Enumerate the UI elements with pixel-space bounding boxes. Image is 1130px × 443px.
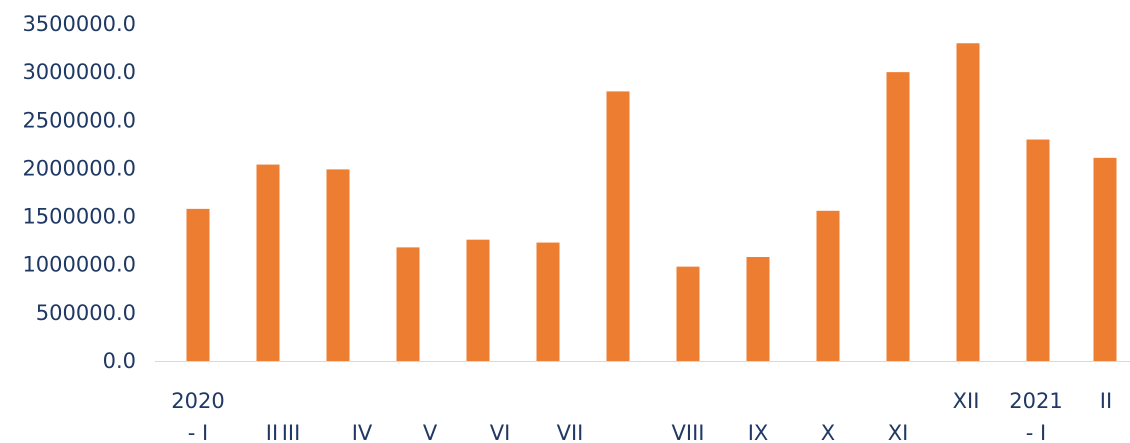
- x-category-label: III: [282, 421, 301, 443]
- y-tick-label: 1500000.0: [22, 205, 136, 229]
- y-tick-label: 0.0: [103, 349, 136, 373]
- y-tick-label: 1000000.0: [22, 253, 136, 277]
- bar: [676, 266, 700, 361]
- x-category-label: VIII: [672, 421, 705, 443]
- bar: [256, 164, 280, 361]
- x-category-label: II: [266, 421, 278, 443]
- x-category-label: IX: [748, 421, 769, 443]
- y-axis-tick-labels: 0.0 500000.0 1000000.0 1500000.0 2000000.0 25…: [22, 12, 136, 373]
- x-category-label: VII: [557, 421, 584, 443]
- x-category-label: 2021: [1009, 389, 1062, 413]
- x-category-label: IV: [352, 421, 373, 443]
- bar: [1093, 157, 1117, 361]
- y-tick-label: 500000.0: [36, 301, 136, 325]
- x-category-label: V: [423, 421, 438, 443]
- bar: [186, 208, 210, 361]
- bar: [396, 247, 420, 361]
- x-category-label: XII: [953, 389, 980, 413]
- x-category-label: II: [1100, 389, 1112, 413]
- bar: [956, 43, 980, 361]
- x-category-label: - I: [1026, 421, 1046, 443]
- x-category-label: XI: [888, 421, 909, 443]
- y-tick-label: 2000000.0: [22, 156, 136, 180]
- bars: [186, 43, 1117, 362]
- x-category-label: VI: [490, 421, 511, 443]
- bar: [816, 210, 840, 361]
- y-tick-label: 3000000.0: [22, 60, 136, 84]
- bar: [326, 169, 350, 361]
- bar: [536, 242, 560, 361]
- bar: [606, 91, 630, 362]
- y-tick-label: 3500000.0: [22, 12, 136, 36]
- bar: [886, 72, 910, 362]
- x-category-label: 2020: [171, 389, 224, 413]
- y-tick-label: 2500000.0: [22, 108, 136, 132]
- bar: [466, 239, 490, 361]
- bar: [1026, 139, 1050, 361]
- x-category-label: - I: [188, 421, 208, 443]
- x-category-label: X: [821, 421, 835, 443]
- bar: [746, 257, 770, 361]
